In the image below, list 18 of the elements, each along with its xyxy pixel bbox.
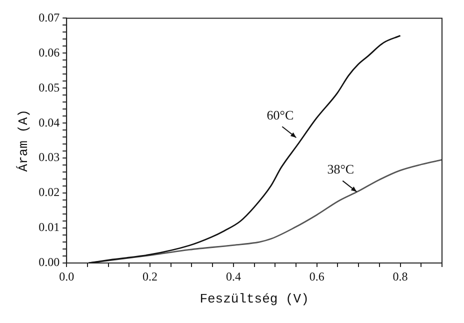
x-tick-label: 0.2 [142,269,158,284]
y-tick-label: 0.02 [38,185,60,200]
x-tick-label: 0.6 [309,269,324,284]
x-tick-label: 0.8 [392,269,408,284]
y-tick-label: 0.04 [38,115,60,130]
y-tick-label: 0.01 [38,220,60,234]
y-tick-label: 0.07 [38,10,60,24]
annotation: 60°C [266,108,294,123]
x-tick-label: 0.0 [59,269,74,284]
y-axis-title: Áram (A) [16,109,32,172]
y-tick-label: 0.03 [38,150,60,164]
x-tick-label: 0.4 [226,269,241,284]
x-axis-title: Feszültség (V) [200,292,309,307]
y-tick-label: 0.05 [38,80,60,94]
line-series [88,34,401,263]
y-tick-label: 0.06 [38,45,60,60]
y-tick-label: 0.00 [38,255,60,270]
annotation: 38°C [327,162,354,177]
